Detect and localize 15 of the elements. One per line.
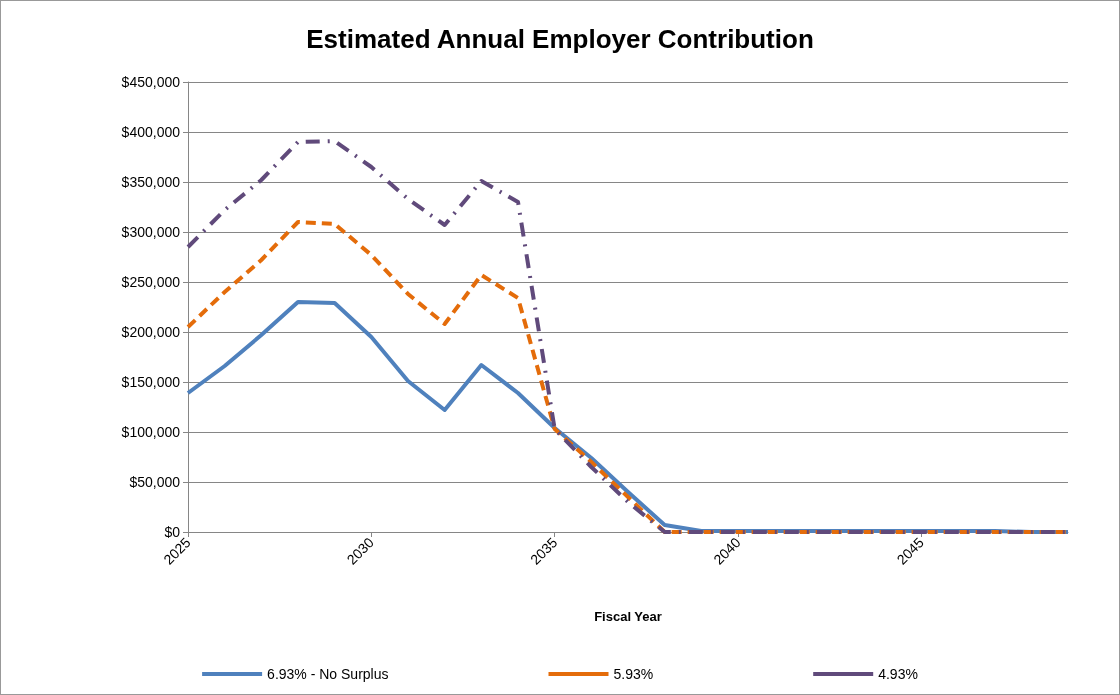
y-tick-label: $250,000 (121, 274, 181, 290)
legend-label: 4.93% (878, 666, 918, 682)
y-tick-label: $50,000 (129, 474, 181, 490)
legend-label: 5.93% (613, 666, 654, 682)
y-tick-label: $300,000 (121, 224, 181, 240)
y-tick-label: $200,000 (121, 324, 181, 340)
y-tick-label: $450,000 (121, 74, 181, 90)
y-tick-label: $100,000 (121, 424, 181, 440)
x-axis-title: Fiscal Year (594, 609, 662, 624)
legend-label: 6.93% - No Surplus (267, 666, 389, 682)
chart-title: Estimated Annual Employer Contribution (306, 24, 814, 54)
y-tick-label: $350,000 (121, 174, 181, 190)
y-tick-label: $400,000 (121, 124, 181, 140)
y-tick-label: $0 (164, 524, 181, 540)
y-tick-label: $150,000 (121, 374, 181, 390)
